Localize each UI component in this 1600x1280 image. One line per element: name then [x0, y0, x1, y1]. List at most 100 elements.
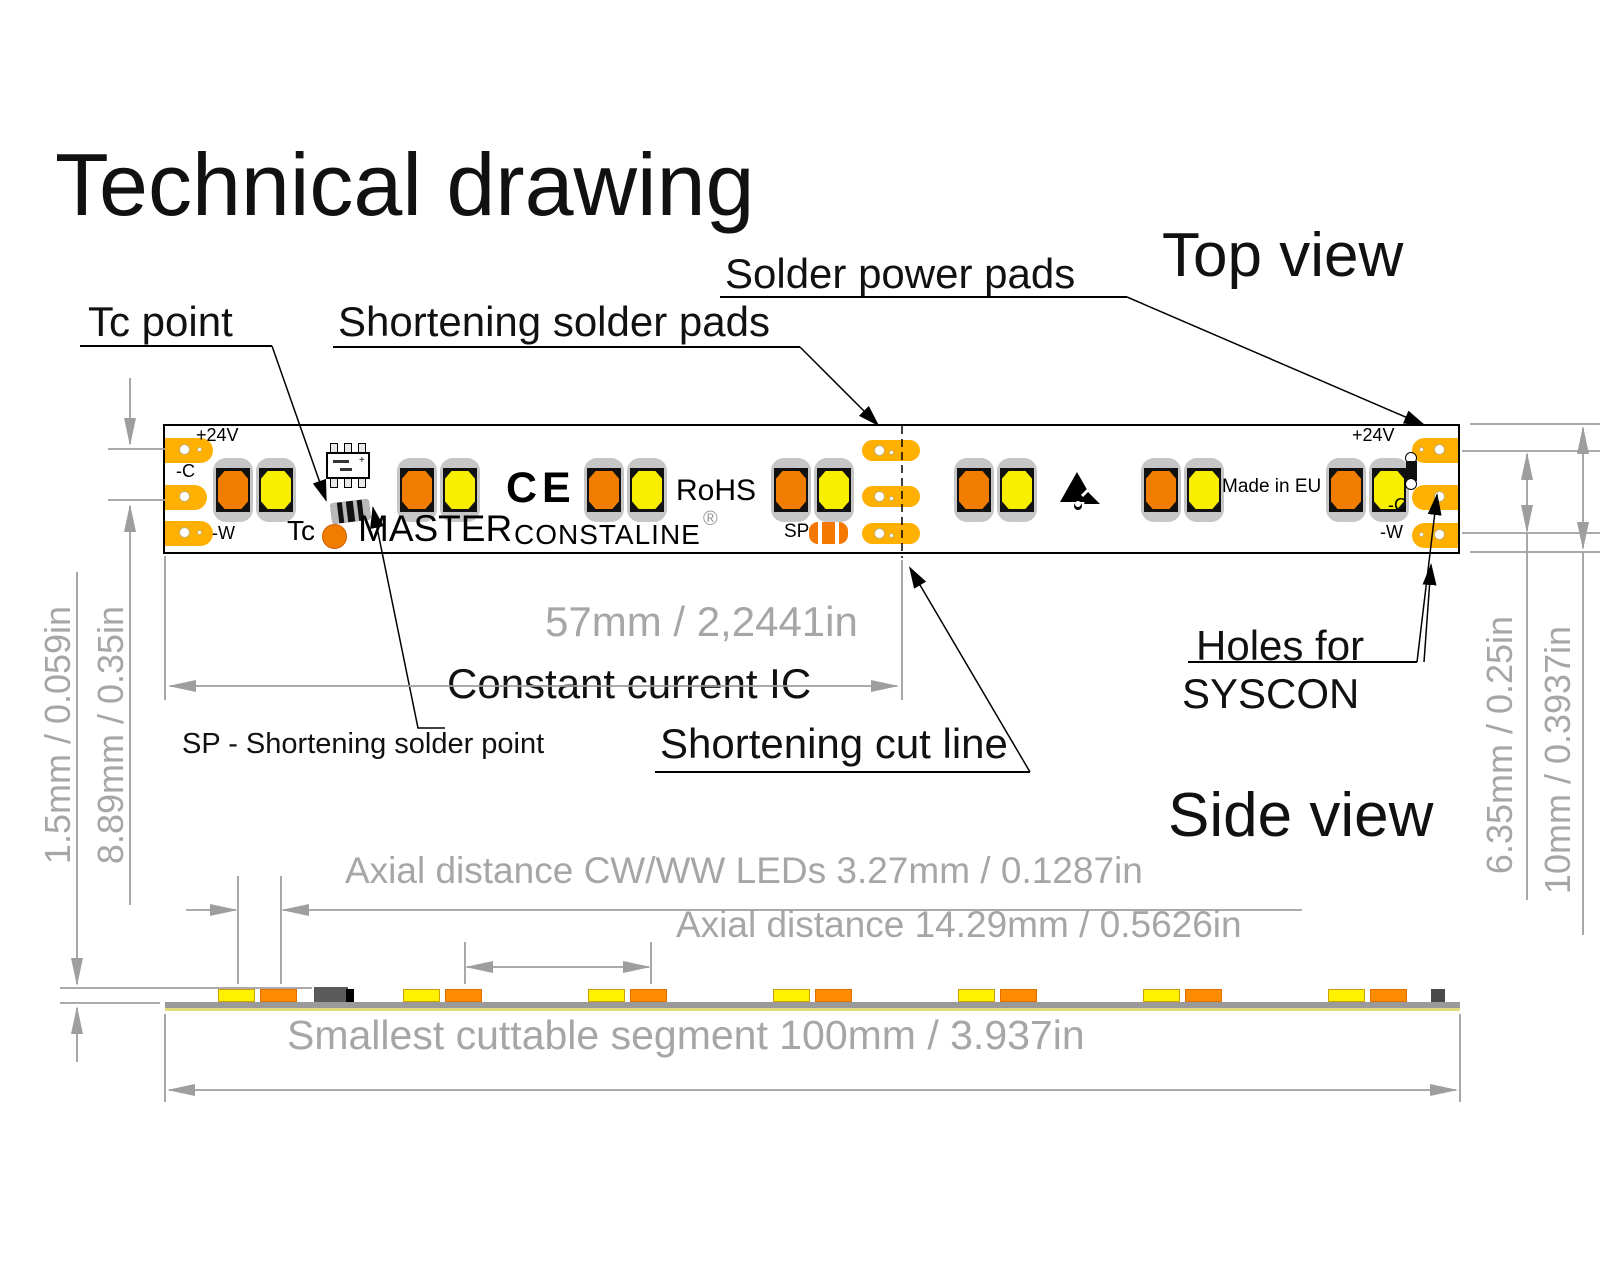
dim-pad-gap: 1.5mm / 0.059in [37, 605, 78, 865]
pcb-side-stripe [165, 1008, 1460, 1011]
side-view-label: Side view [1168, 781, 1434, 850]
pad-hole [874, 491, 885, 502]
side-led-warm [815, 989, 852, 1002]
pad-left-c [165, 485, 207, 510]
pad-hole [874, 528, 885, 539]
pad-left-24v [165, 438, 213, 463]
pad-label-left-c: -C [176, 461, 195, 481]
dim-strip-width: 10mm / 0.3937in [1537, 625, 1578, 895]
shortening-pad [862, 440, 920, 461]
side-led-cool [218, 989, 255, 1002]
sp-component [809, 522, 818, 544]
led-cool-white [814, 458, 854, 522]
dim-pad-pitch: 6.35mm / 0.25in [1479, 615, 1520, 875]
pad-hole [1419, 447, 1424, 452]
side-led-warm [630, 989, 667, 1002]
note-sp-shortening-solder-point: SP - Shortening solder point [182, 728, 545, 760]
led-cool-white [1184, 458, 1224, 522]
pad-hole [1419, 532, 1424, 537]
top-view-label: Top view [1162, 221, 1404, 290]
ic-pin [330, 443, 338, 453]
led-warm-white [1141, 458, 1181, 522]
shortening-pad [862, 486, 920, 507]
shortening-pad [862, 523, 920, 544]
ic-pin [358, 478, 366, 488]
side-led-cool [1328, 989, 1365, 1002]
dim-pad-span: 8.89mm / 0.35in [90, 605, 131, 865]
side-led-warm [260, 989, 297, 1002]
pad-label-left-w: -W [212, 523, 235, 543]
callout-solder-power-pads: Solder power pads [725, 250, 1076, 297]
ic-pin [330, 478, 338, 488]
ce-mark-icon: CE [506, 464, 576, 512]
callout-tc-point: Tc point [88, 298, 233, 345]
callout-shortening-cut-line: Shortening cut line [660, 720, 1008, 767]
side-led-cool [403, 989, 440, 1002]
pad-label-right-c: -C [1388, 495, 1407, 515]
tc-label: Tc [287, 515, 315, 546]
pad-hole [179, 491, 190, 502]
dim-axial-pitch: Axial distance 14.29mm / 0.5626in [676, 904, 1242, 945]
pad-hole [179, 527, 190, 538]
side-led-warm [445, 989, 482, 1002]
callout-constant-current-ic: Constant current IC [447, 660, 812, 707]
pad-hole [889, 450, 894, 455]
page-title: Technical drawing [55, 135, 755, 234]
ic-pin [358, 443, 366, 453]
ic-pin [344, 443, 352, 453]
pad-label-right-w: -W [1380, 522, 1403, 542]
pad-right-w [1412, 523, 1458, 548]
ic-pin [344, 478, 352, 488]
led-cool-white [256, 458, 296, 522]
side-led-cool [588, 989, 625, 1002]
side-led-cool [958, 989, 995, 1002]
rohs-mark: RoHS [676, 474, 757, 507]
pad-left-w [165, 521, 213, 546]
side-led-warm [1370, 989, 1407, 1002]
led-warm-white [771, 458, 811, 522]
dim-cuttable-segment: Smallest cuttable segment 100mm / 3.937i… [287, 1012, 1085, 1058]
led-warm-white [213, 458, 253, 522]
pcb-side-view [165, 1002, 1460, 1008]
pad-hole [197, 447, 202, 452]
sp-component [839, 522, 848, 544]
side-led-cool [773, 989, 810, 1002]
led-warm-white [1326, 458, 1366, 522]
pad-right-24v [1412, 438, 1458, 463]
tc-point-dot [322, 524, 347, 549]
pad-hole [1434, 491, 1445, 502]
sp-label: SP [784, 521, 810, 542]
side-led-warm [1000, 989, 1037, 1002]
constant-current-ic-chip: + [326, 452, 370, 479]
led-warm-white [954, 458, 994, 522]
led-cool-white [440, 458, 480, 522]
registered-mark: ® [703, 508, 718, 530]
ic-plus-mark: + [359, 455, 365, 466]
pad-hole [889, 496, 894, 501]
pad-hole [1434, 444, 1445, 455]
led-warm-white [584, 458, 624, 522]
side-ic-component [314, 987, 354, 1002]
sp-component [822, 522, 835, 544]
pad-hole [874, 445, 885, 456]
side-led-cool [1143, 989, 1180, 1002]
made-in-eu-label: Made in EU [1222, 476, 1322, 497]
pad-label-left-24v: +24V [196, 425, 239, 445]
led-cool-white [627, 458, 667, 522]
pad-label-right-24v: +24V [1352, 425, 1395, 445]
callout-syscon: SYSCON [1182, 670, 1360, 717]
dim-segment-length: 57mm / 2,2441in [545, 598, 858, 645]
callout-holes-for: Holes for [1196, 622, 1365, 669]
pad-hole [889, 533, 894, 538]
side-end-component [1431, 989, 1445, 1002]
brand-master: MASTER [358, 508, 513, 549]
led-cool-white [1369, 458, 1409, 522]
brand-constaline: CONSTALINE [514, 519, 701, 550]
callout-shortening-solder-pads: Shortening solder pads [338, 298, 770, 345]
smd-component [1404, 452, 1419, 490]
pad-hole [179, 444, 190, 455]
led-cool-white [997, 458, 1037, 522]
side-led-warm [1185, 989, 1222, 1002]
esd-warning-icon [1054, 470, 1108, 523]
